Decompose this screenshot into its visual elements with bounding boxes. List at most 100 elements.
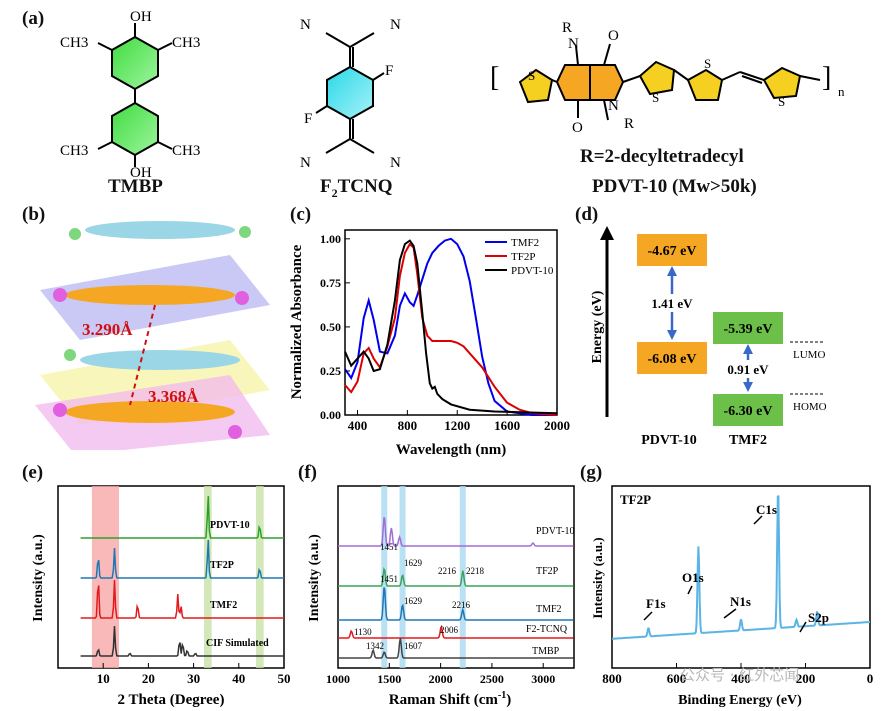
energy-ylabel: Energy (eV)	[590, 290, 605, 363]
pdvt-o1: O	[608, 28, 619, 44]
raman-series-3	[338, 624, 574, 639]
raman-label-tf2p: TF2P	[536, 566, 559, 577]
f2tcnq-n4: N	[390, 155, 401, 171]
peak-c1s: C1s	[756, 502, 777, 517]
xrd-label-2: TMF2	[210, 600, 237, 611]
molecule-orange-1	[53, 285, 249, 305]
xtick-label: 2000	[544, 418, 570, 433]
pdvt-s2: S	[652, 90, 659, 105]
xtick-label: 30	[187, 671, 200, 686]
ann-1130: 1130	[354, 627, 372, 637]
molecule-orange-2	[53, 401, 242, 439]
raman-label-f2tcnq: F2-TCNQ	[526, 624, 568, 635]
panel-label-a: (a)	[22, 8, 45, 29]
peak-s2p: S2p	[808, 610, 829, 625]
pdvt-o2: O	[572, 120, 583, 136]
raman-band	[459, 486, 466, 668]
panel-label-c: (c)	[290, 204, 312, 225]
panel-label-f: (f)	[298, 462, 317, 483]
ann-2006: 2006	[440, 625, 459, 635]
xtick-label: 20	[142, 671, 155, 686]
ann-1607: 1607	[404, 641, 423, 651]
tmbp-ch3-1: CH3	[60, 35, 88, 51]
ann-1629-a: 1629	[404, 558, 423, 568]
chart-f-xticks: 1000 1500 2000 2500 3000	[326, 663, 555, 686]
peak-f1s: F1s	[646, 596, 666, 611]
pdvt-s3: S	[704, 56, 711, 71]
tmf2-gap: 0.91 eV	[727, 362, 769, 377]
ann-1451-b: 1451	[380, 574, 398, 584]
f2tcnq-f1: F	[385, 63, 393, 79]
f2tcnq-n1: N	[300, 17, 311, 33]
panel-label-d: (d)	[575, 204, 599, 225]
ann-2218: 2218	[466, 566, 485, 576]
pdvt-name: PDVT-10 (Mw>50k)	[592, 176, 757, 197]
chart-e-frame	[57, 485, 285, 669]
chart-xps: 800 600 400 200 0 TF2P C1s O1s N1s F1s S2p B…	[590, 485, 873, 708]
xtick-label: 2000	[429, 672, 453, 686]
pdvt-axis-label: PDVT-10	[641, 433, 697, 448]
chart-c-yticks: 0.00 0.25 0.50 0.75 1.00	[320, 232, 350, 422]
peak-n1s: N1s	[730, 594, 751, 609]
ann-2216-a: 2216	[438, 566, 457, 576]
f2tcnq-structure: N N F F N N	[300, 17, 401, 171]
molecule-mid	[64, 349, 240, 370]
legend-tf2p: TF2P	[511, 251, 535, 263]
xrd-label-1: TF2P	[210, 560, 234, 571]
chart-f-ylabel: Intensity (a.u.)	[307, 534, 322, 622]
pdvt-r-definition: R=2-decyltetradecyl	[580, 146, 744, 167]
chart-e-xticks: 10 20 30 40 50	[97, 663, 290, 686]
chart-e-ylabel: Intensity (a.u.)	[31, 534, 46, 622]
pdvt-n2: N	[608, 98, 619, 114]
ytick-label: 1.00	[320, 232, 341, 246]
distance-1: 3.290Å	[82, 320, 133, 339]
chart-absorbance: 400 800 1200 1600 2000 0.000.250.500.751.00 …	[289, 229, 570, 458]
xrd-series-0	[80, 496, 284, 539]
tmbp-oh-top: OH	[130, 9, 152, 25]
chart-e-series-labels: PDVT-10 TF2P TMF2 CIF Simulated	[206, 520, 269, 649]
ann-2216-b: 2216	[452, 600, 471, 610]
pdvt-lumo-box	[637, 234, 707, 266]
xtick-label: 800	[398, 418, 418, 433]
legend-pdvt10: PDVT-10	[511, 265, 554, 277]
ytick-label: 0.00	[320, 408, 341, 422]
f2tcnq-n2: N	[390, 17, 401, 33]
xtick-label: 40	[232, 671, 245, 686]
chart-raman: 1000 1500 2000 2500 3000 PDVT-10 TF2P TMF2 F…	[307, 485, 575, 708]
raman-series-0	[338, 517, 574, 547]
shade-green_b	[255, 486, 264, 668]
chart-g-ylabel: Intensity (a.u.)	[590, 537, 605, 618]
legend-tmf2: TMF2	[511, 237, 539, 249]
xrd-label-3: CIF Simulated	[206, 638, 269, 649]
ytick-label: 0.25	[320, 364, 341, 378]
tmf2-homo-value: -6.30 eV	[724, 404, 773, 419]
watermark: 公众号 · 红外芯闻	[680, 666, 800, 684]
chart-f-frame	[337, 485, 575, 669]
chart-g-xlabel: Binding Energy (eV)	[678, 693, 802, 708]
xtick-label: 1000	[326, 672, 350, 686]
xtick-label: 1200	[444, 418, 470, 433]
panel-label-e: (e)	[22, 462, 44, 483]
tmbp-structure: OH CH3 CH3 CH3 CH3 OH	[60, 9, 200, 180]
chart-g-xticks: 800 600 400 200 0	[602, 663, 873, 686]
shade-green_a	[203, 486, 212, 668]
pdvt-homo-box	[637, 342, 707, 374]
chart-f-series	[338, 517, 574, 659]
pdvt-n1: N	[568, 36, 579, 52]
pdvt-n-repeat: n	[838, 84, 845, 99]
tmf2-axis-label: TMF2	[729, 433, 767, 448]
pdvt-s4: S	[778, 94, 785, 109]
chart-c-xlabel: Wavelength (nm)	[396, 442, 506, 458]
xtick-label: 0	[867, 671, 874, 686]
xtick-label: 400	[731, 671, 751, 686]
chart-e-xlabel: 2 Theta (Degree)	[118, 692, 225, 708]
stacking-model: 3.290Å 3.368Å	[35, 221, 270, 450]
pdvt-lumo-value: -4.67 eV	[648, 244, 697, 259]
ann-1451-a: 1451	[380, 542, 398, 552]
tmbp-ch3-2: CH3	[172, 35, 200, 51]
tmf2-homo-box	[713, 394, 783, 426]
xtick-label: 800	[602, 671, 622, 686]
pdvt-r1: R	[562, 20, 572, 36]
chart-c-xticks: 400 800 1200 1600 2000	[348, 410, 570, 433]
